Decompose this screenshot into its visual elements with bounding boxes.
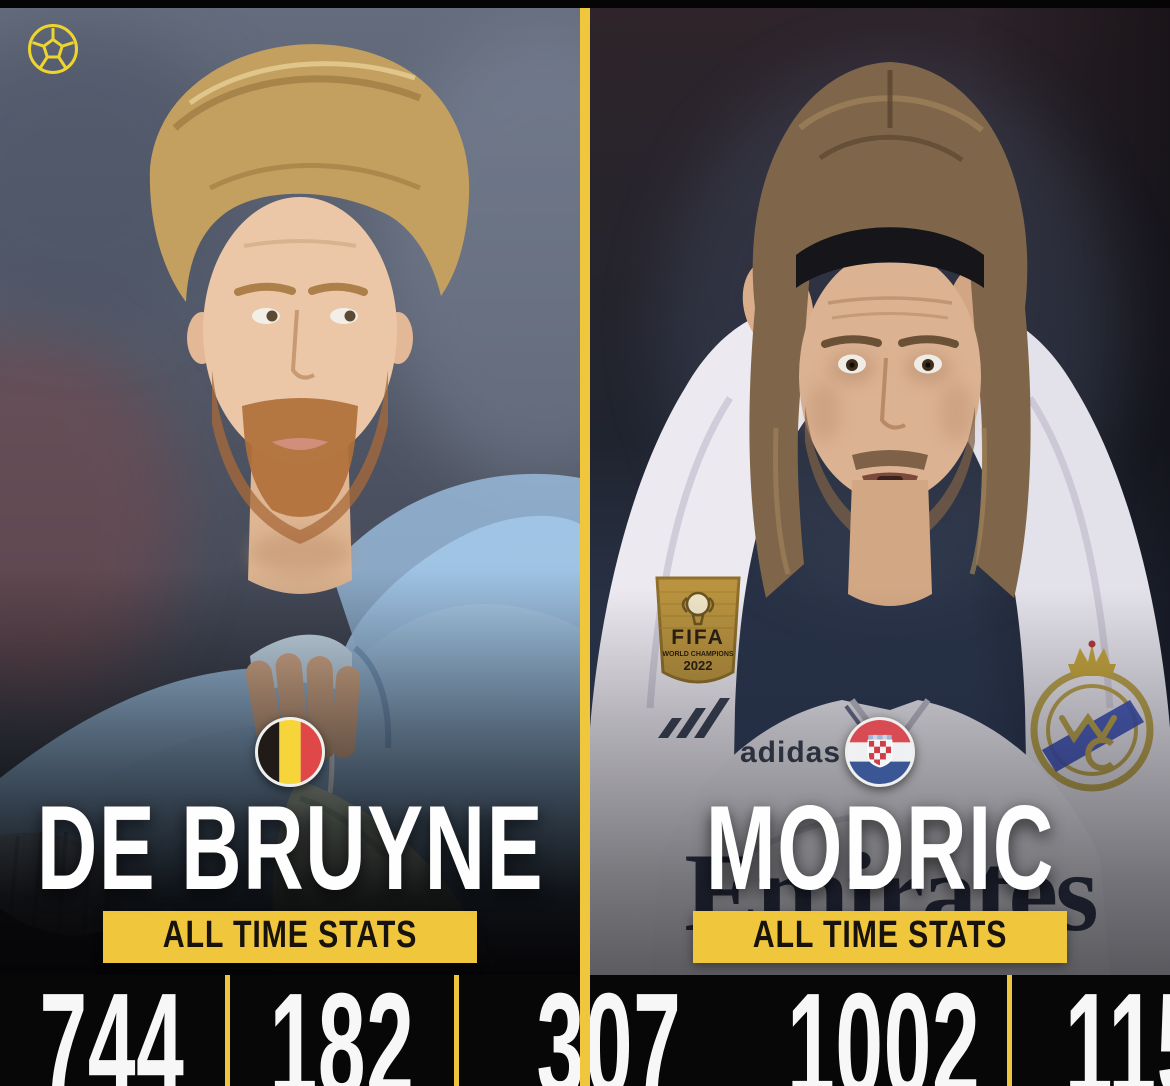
- stat-separator: [224, 975, 230, 1086]
- stat-value-cell: 115: [1065, 975, 1170, 1086]
- player-panel-modric: Emirates FIFA WORLD CHAMPIONS 2022 adida…: [590, 8, 1170, 975]
- player-meta-modric: MODRIC ALL TIME STATS: [590, 716, 1170, 975]
- all-time-stats-banner: ALL TIME STATS: [103, 911, 477, 963]
- stat-separator: [454, 975, 459, 1086]
- player-name: DE BRUYNE: [36, 780, 544, 915]
- top-black-strip: [0, 0, 1170, 8]
- center-divider: [580, 8, 590, 1086]
- player-panel-debruyne: DE BRUYNE ALL TIME STATS: [0, 8, 580, 975]
- croatia-flag-icon: [845, 716, 915, 787]
- player-meta-debruyne: DE BRUYNE ALL TIME STATS: [0, 716, 580, 975]
- all-time-stats-banner: ALL TIME STATS: [693, 911, 1067, 963]
- stats-debruyne: 744 182 307: [0, 975, 760, 1086]
- stat-value-cell: 307: [536, 975, 682, 1086]
- stats-modric: 1002 115 166: [760, 975, 1170, 1086]
- stat-value-cell: 744: [39, 975, 185, 1086]
- player-name: MODRIC: [705, 780, 1055, 915]
- svg-text:WORLD CHAMPIONS: WORLD CHAMPIONS: [662, 651, 733, 658]
- svg-text:2022: 2022: [684, 658, 713, 673]
- stat-value-cell: 182: [269, 975, 415, 1086]
- stat-value-cell: 1002: [786, 975, 980, 1086]
- belgium-flag-icon: [255, 716, 325, 787]
- svg-text:FIFA: FIFA: [671, 626, 725, 649]
- stat-separator: [1006, 975, 1012, 1086]
- fifa-champions-badge: FIFA WORLD CHAMPIONS 2022: [655, 576, 741, 684]
- football-logo-icon: [26, 22, 80, 76]
